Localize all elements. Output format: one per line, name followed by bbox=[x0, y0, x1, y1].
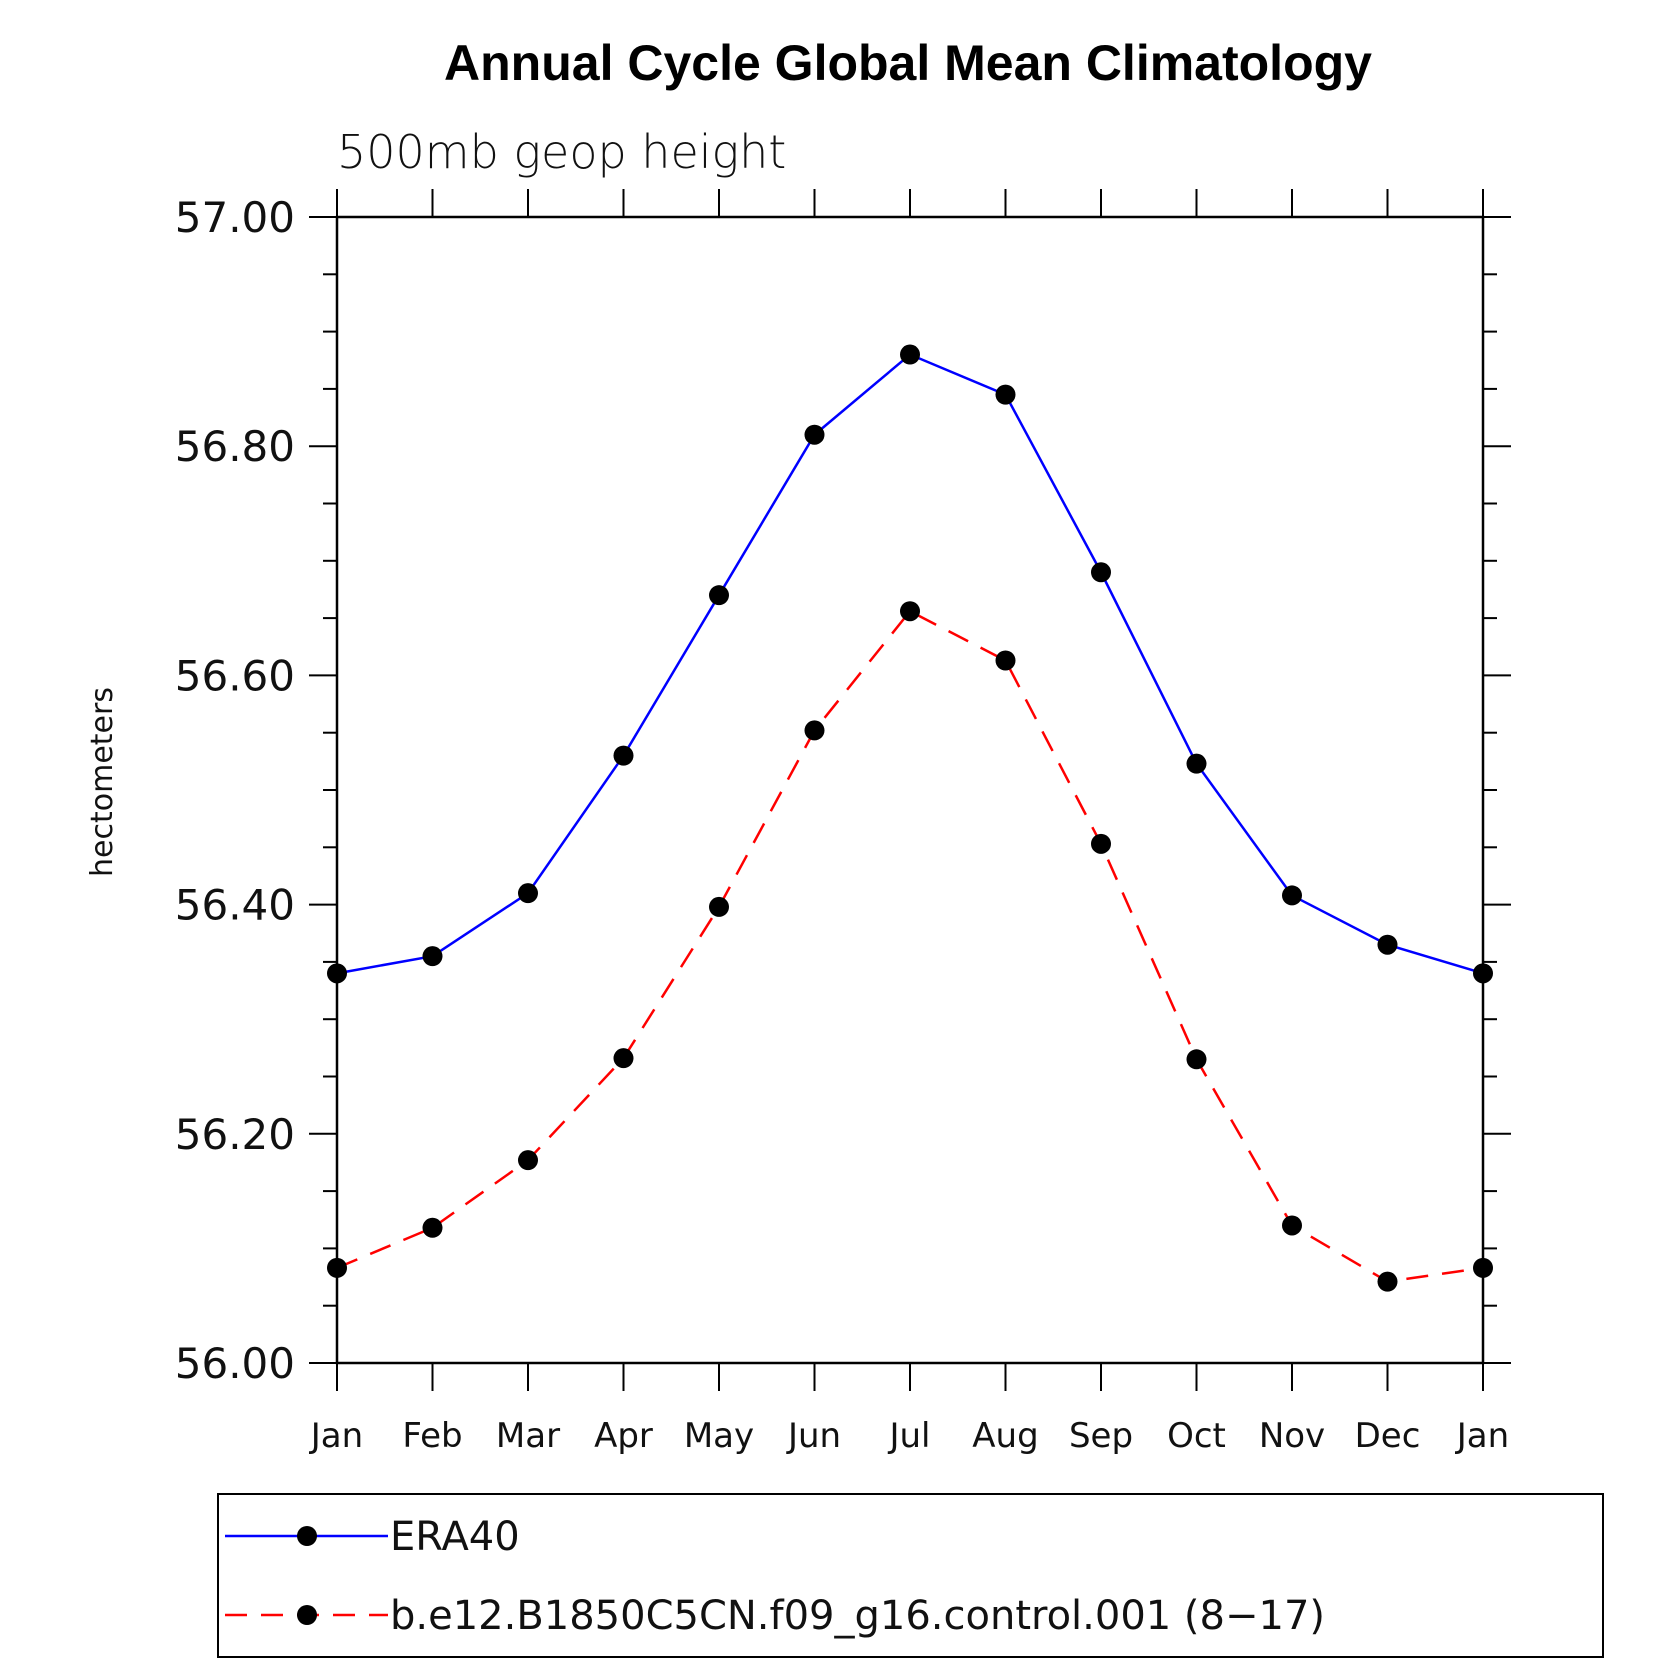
data-point bbox=[1282, 1215, 1302, 1236]
data-point bbox=[900, 601, 920, 622]
y-tick-label: 57.00 bbox=[175, 193, 295, 242]
y-tick-label: 56.80 bbox=[175, 422, 295, 471]
y-axis-label: hectometers bbox=[85, 687, 120, 877]
data-point bbox=[1091, 833, 1111, 854]
x-axis-ticks: Jan Feb Mar Apr May Jun Jul Aug Sep Oct Nov Dec Jan bbox=[309, 189, 1509, 1456]
data-point bbox=[995, 650, 1016, 671]
y-tick-label: 56.40 bbox=[175, 881, 295, 930]
legend-box bbox=[217, 1493, 1604, 1658]
series-line bbox=[336, 353, 1484, 975]
data-point bbox=[1377, 1271, 1398, 1292]
y-tick-label: 56.60 bbox=[175, 651, 295, 700]
series-line bbox=[336, 609, 1484, 1283]
legend-label-1: ERA40 bbox=[390, 1514, 520, 1560]
series-2 bbox=[327, 601, 1493, 1292]
legend-marker-2 bbox=[297, 1605, 317, 1625]
x-tick-label: May bbox=[684, 1416, 754, 1456]
x-tick-label: Apr bbox=[594, 1416, 653, 1456]
data-point bbox=[995, 384, 1016, 405]
data-point bbox=[900, 344, 920, 365]
data-point bbox=[327, 963, 347, 984]
data-point bbox=[327, 1257, 347, 1278]
x-tick-label: Feb bbox=[402, 1416, 462, 1456]
data-point bbox=[1377, 934, 1398, 955]
data-point bbox=[1282, 885, 1302, 906]
legend-marker-1 bbox=[297, 1526, 317, 1546]
data-point bbox=[613, 745, 634, 766]
chart-title: Annual Cycle Global Mean Climatology bbox=[444, 35, 1372, 91]
x-tick-label: Jan bbox=[1455, 1416, 1509, 1456]
y-tick-label: 56.20 bbox=[175, 1110, 295, 1159]
data-point bbox=[1473, 1257, 1493, 1278]
data-point bbox=[1186, 753, 1207, 774]
data-point bbox=[422, 1217, 443, 1238]
data-point bbox=[518, 883, 538, 904]
x-tick-label: Aug bbox=[972, 1416, 1038, 1456]
x-tick-label: Sep bbox=[1069, 1416, 1133, 1456]
x-tick-label: Nov bbox=[1259, 1416, 1325, 1456]
data-point bbox=[709, 896, 729, 917]
data-point bbox=[804, 424, 825, 445]
x-tick-label: Jan bbox=[309, 1416, 363, 1456]
legend: ERA40 b.e12.B1850C5CN.f09_g16.control.001… bbox=[217, 1493, 1604, 1658]
y-tick-label: 56.00 bbox=[175, 1339, 295, 1388]
x-tick-label: Dec bbox=[1355, 1416, 1421, 1456]
data-point bbox=[613, 1048, 634, 1069]
data-point bbox=[804, 720, 825, 741]
x-tick-label: Oct bbox=[1167, 1416, 1226, 1456]
x-tick-label: Jul bbox=[887, 1416, 930, 1456]
y-axis-ticks: 56.00 56.20 56.40 56.60 56.80 57.00 bbox=[175, 193, 1511, 1388]
chart-subtitle: 500mb geop height bbox=[337, 125, 786, 179]
data-point bbox=[422, 946, 443, 967]
data-point bbox=[1091, 562, 1111, 583]
data-point bbox=[1186, 1049, 1207, 1070]
data-point bbox=[518, 1150, 538, 1171]
series-1 bbox=[327, 344, 1493, 984]
x-tick-label: Mar bbox=[496, 1416, 560, 1456]
series-layer bbox=[327, 344, 1493, 1292]
plot-border bbox=[335, 215, 1485, 1365]
plot-frame bbox=[335, 215, 1485, 1365]
data-point bbox=[1473, 963, 1493, 984]
data-point bbox=[709, 585, 729, 606]
legend-label-2: b.e12.B1850C5CN.f09_g16.control.001 (8−1… bbox=[390, 1593, 1325, 1639]
x-tick-label: Jun bbox=[786, 1416, 841, 1456]
